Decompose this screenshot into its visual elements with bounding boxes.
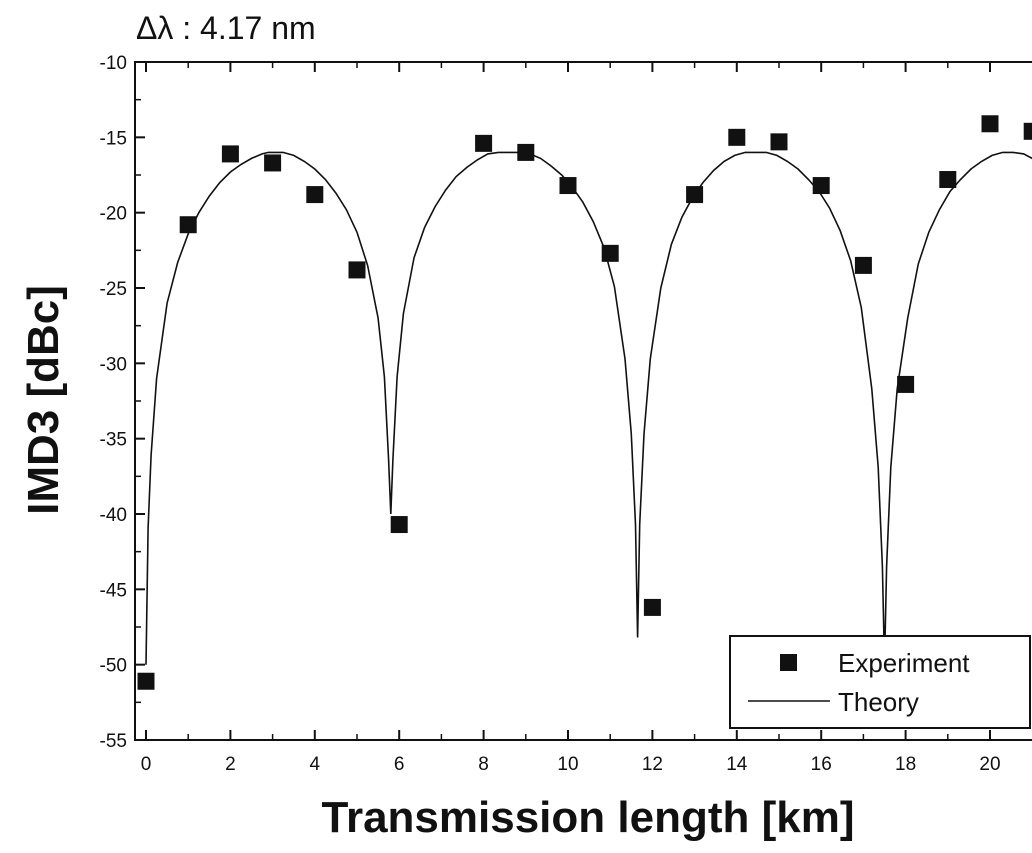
experiment-point [1023,122,1032,140]
experiment-point [854,256,872,274]
experiment-point [559,177,577,195]
experiment-point [221,145,239,163]
y-tick-label: -20 [100,204,127,225]
x-tick-label: 14 [726,754,748,775]
y-tick-label: -45 [100,580,127,601]
experiment-point [981,115,999,133]
experiment-point [179,216,197,234]
experiment-point [390,516,408,534]
legend-experiment-marker [780,654,797,671]
legend-experiment-label: Experiment [838,648,970,678]
experiment-point [517,143,535,161]
experiment-point [475,134,493,152]
x-tick-label: 4 [310,754,321,775]
y-tick-label: -10 [100,53,127,74]
experiment-point [137,672,155,690]
x-axis-title: Transmission length [km] [322,793,855,842]
x-tick-label: 6 [394,754,405,775]
x-tick-label: 8 [478,754,489,775]
y-tick-label: -15 [100,128,127,149]
experiment-point [812,177,830,195]
experiment-point [601,244,619,262]
y-tick-label: -25 [100,279,127,300]
experiment-point [897,375,915,393]
experiment-point [770,133,788,151]
x-tick-label: 20 [979,754,1000,775]
legend-theory-label: Theory [838,687,919,717]
theory-curve [145,151,1032,665]
y-tick-label: -55 [100,731,127,752]
experiment-point [348,261,366,279]
y-axis-title: IMD3 [dBc] [19,285,68,515]
y-tick-label: -50 [100,656,127,677]
x-tick-label: 18 [895,754,916,775]
x-tick-label: 0 [141,754,152,775]
y-tick-label: -35 [100,430,127,451]
experiment-point [264,154,282,172]
wavelength-spacing-label: Δλ : 4.17 nm [136,10,316,46]
experiment-point [939,171,957,189]
experiment-point [643,598,661,616]
y-tick-label: -40 [100,505,127,526]
x-tick-label: 2 [225,754,236,775]
x-tick-label: 12 [642,754,663,775]
x-tick-label: 16 [811,754,832,775]
experiment-point [306,186,324,204]
y-tick-label: -30 [100,354,127,375]
legend-box [729,635,1031,729]
x-tick-label: 10 [557,754,578,775]
experiment-point [686,186,704,204]
experiment-point [728,128,746,146]
